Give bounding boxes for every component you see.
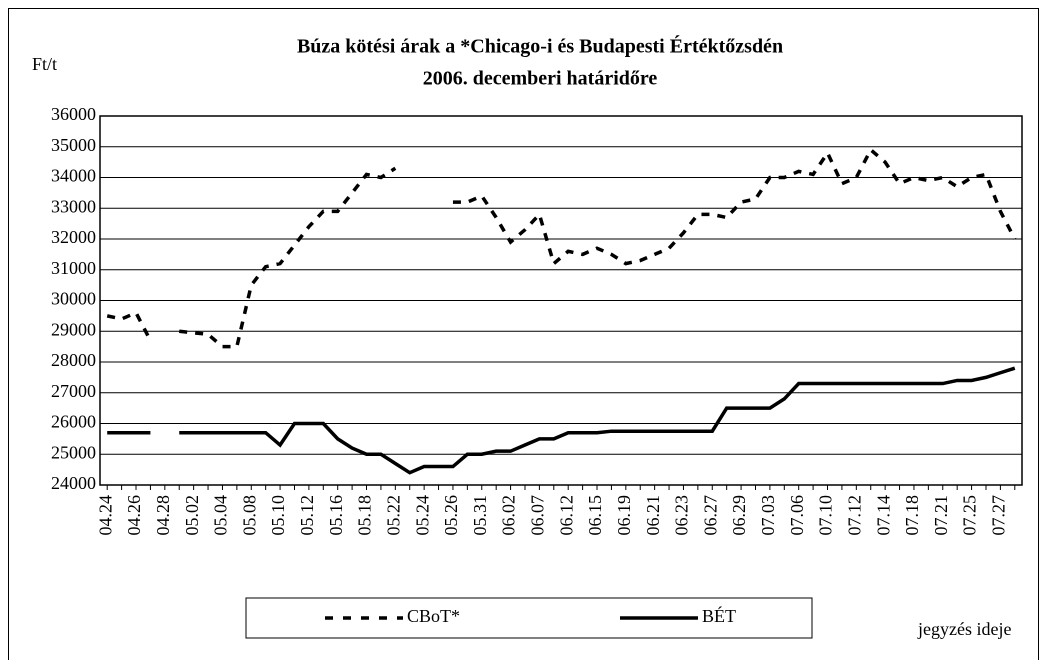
x-tick-label: 05.24: [412, 495, 432, 536]
series-line: [106, 147, 1017, 349]
y-tick-label: 28000: [51, 350, 96, 370]
x-tick-label: 07.21: [931, 495, 951, 536]
x-tick-label: 05.12: [297, 495, 317, 536]
chart-subtitle: 2006. decemberi határidőre: [423, 68, 658, 90]
x-tick-label: 05.16: [326, 495, 346, 536]
x-tick-label: 05.26: [441, 495, 461, 536]
x-tick-label: 06.21: [643, 495, 663, 536]
x-tick-label: 07.18: [902, 495, 922, 536]
x-tick-label: 07.27: [989, 495, 1009, 536]
x-tick-label: 07.25: [960, 495, 980, 536]
x-tick-label: 06.02: [499, 495, 519, 536]
x-tick-label: 06.19: [614, 495, 634, 536]
series-line: [107, 366, 1016, 475]
y-tick-label: 27000: [51, 381, 96, 401]
x-tick-label: 05.31: [470, 495, 490, 536]
legend-label: CBoT*: [407, 606, 460, 626]
x-tick-label: 06.29: [729, 495, 749, 536]
chart-title: Búza kötési árak a *Chicago-i és Budapes…: [297, 35, 783, 58]
y-tick-label: 24000: [51, 473, 96, 493]
x-tick-label: 07.10: [816, 495, 836, 536]
x-tick-label: 05.10: [268, 495, 288, 536]
x-tick-label: 07.06: [787, 495, 807, 536]
x-tick-label: 06.27: [700, 495, 720, 536]
x-tick-label: 04.26: [124, 495, 144, 536]
y-tick-label: 26000: [51, 412, 96, 432]
y-tick-label: 25000: [51, 442, 96, 462]
x-tick-label: 04.24: [95, 495, 115, 536]
y-tick-label: 34000: [51, 166, 96, 186]
x-tick-label: 04.28: [153, 495, 173, 536]
x-tick-label: 07.03: [758, 495, 778, 536]
x-tick-label: 06.15: [585, 495, 605, 536]
legend: [245, 597, 813, 639]
x-tick-label: 05.04: [211, 495, 231, 536]
legend-label: BÉT: [702, 605, 736, 626]
x-tick-label: 05.22: [383, 495, 403, 536]
y-tick-label: 31000: [51, 258, 96, 278]
y-axis-label: Ft/t: [32, 54, 57, 74]
plot-frame: [99, 115, 1023, 486]
x-axis-label: jegyzés ideje: [917, 619, 1011, 639]
x-tick-label: 06.23: [672, 495, 692, 536]
chart-border: [8, 8, 1039, 660]
x-tick-label: 06.12: [556, 495, 576, 536]
y-tick-label: 32000: [51, 227, 96, 247]
y-tick-label: 35000: [51, 135, 96, 155]
y-tick-label: 36000: [51, 104, 96, 124]
x-tick-label: 07.12: [844, 495, 864, 536]
y-tick-label: 29000: [51, 319, 96, 339]
x-tick-label: 07.14: [873, 495, 893, 536]
x-tick-label: 05.18: [355, 495, 375, 536]
y-tick-label: 30000: [51, 289, 96, 309]
x-tick-label: 05.02: [182, 495, 202, 536]
x-tick-label: 05.08: [239, 495, 259, 536]
y-tick-label: 33000: [51, 196, 96, 216]
x-tick-label: 06.07: [528, 495, 548, 536]
